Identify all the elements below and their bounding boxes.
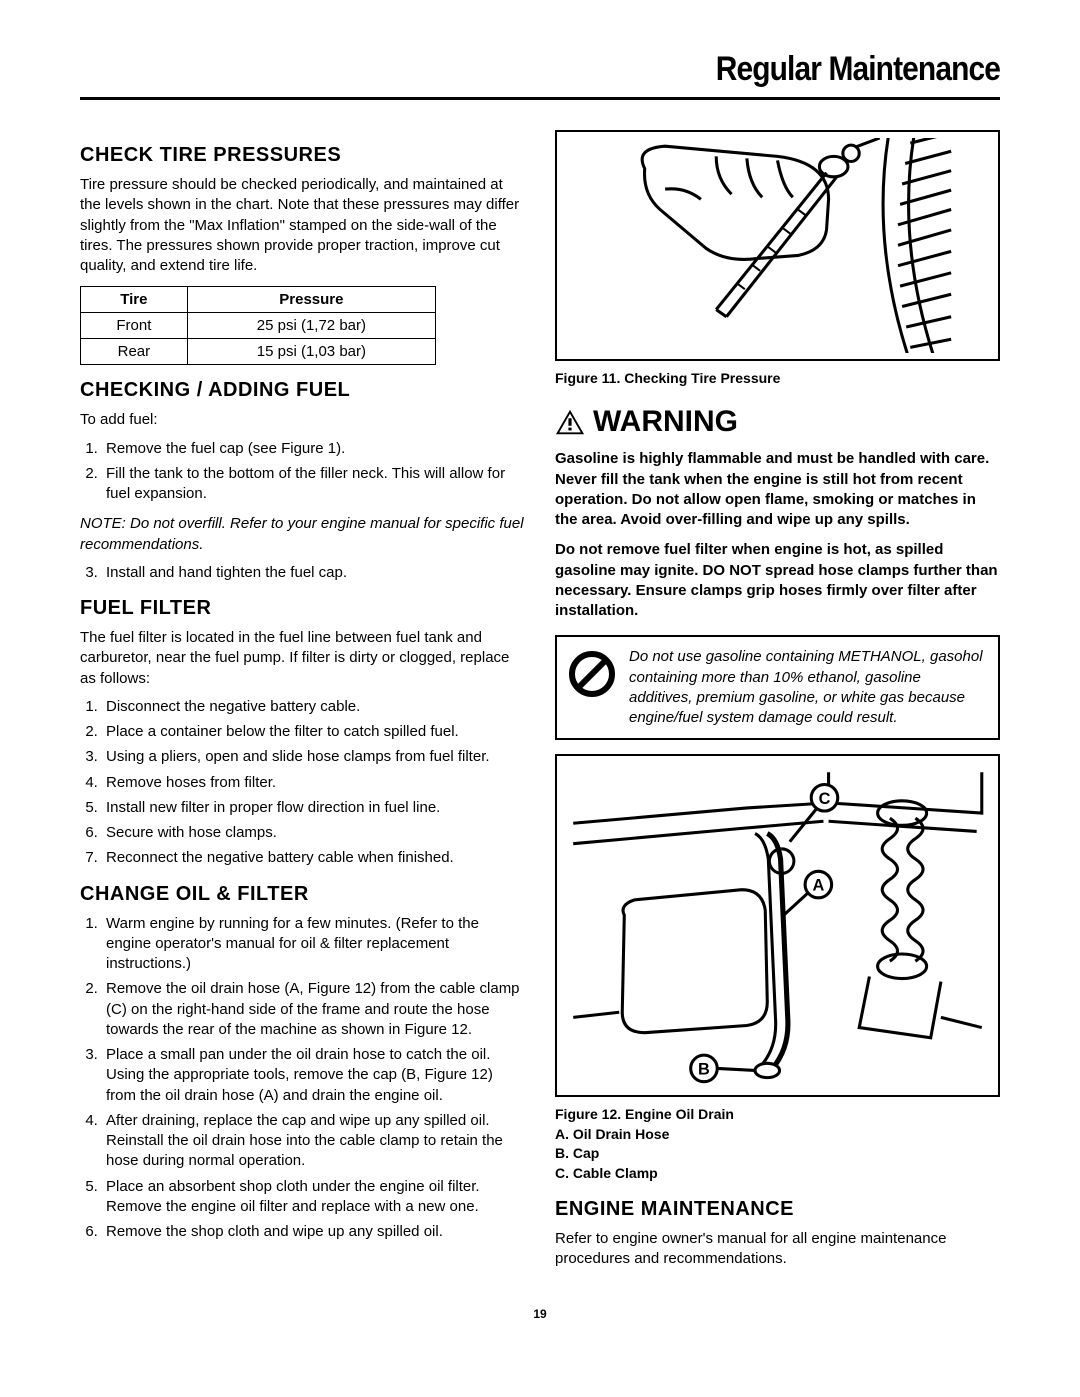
page-header: Regular Maintenance [80,50,1000,100]
steps-change-oil: Warm engine by running for a few minutes… [80,914,525,1243]
list-item: Reconnect the negative battery cable whe… [102,848,525,868]
left-column: CHECK TIRE PRESSURES Tire pressure shoul… [80,130,525,1277]
body-fuel-filter: The fuel filter is located in the fuel l… [80,628,525,689]
list-item: Place a container below the filter to ca… [102,722,525,742]
td-pressure: 25 psi (1,72 bar) [187,313,435,339]
two-column-layout: CHECK TIRE PRESSURES Tire pressure shoul… [80,130,1000,1277]
prohibit-box: Do not use gasoline containing METHANOL,… [555,635,1000,740]
prohibit-text: Do not use gasoline containing METHANOL,… [629,647,986,728]
warning-block: WARNING Gasoline is highly flammable and… [555,405,1000,621]
steps-fuel-filter: Disconnect the negative battery cable. P… [80,697,525,869]
list-item: Remove hoses from filter. [102,773,525,793]
figure-11-box [555,130,1000,361]
steps-add-fuel-2: Install and hand tighten the fuel cap. [80,563,525,583]
intro-add-fuel: To add fuel: [80,410,525,430]
list-item: Remove the oil drain hose (A, Figure 12)… [102,979,525,1040]
heading-adding-fuel: CHECKING / ADDING FUEL [80,379,525,402]
list-item: Secure with hose clamps. [102,823,525,843]
list-item: Remove the shop cloth and wipe up any sp… [102,1222,525,1242]
prohibit-icon [569,651,615,697]
tire-pressure-table: Tire Pressure Front 25 psi (1,72 bar) Re… [80,286,436,365]
note-fuel: NOTE: Do not overfill. Refer to your eng… [80,514,525,555]
callout-b: B [698,1061,710,1079]
table-row: Rear 15 psi (1,03 bar) [81,339,436,365]
right-column: Figure 11. Checking Tire Pressure WARNIN… [555,130,1000,1277]
callout-c: C [819,790,831,808]
list-item: Using a pliers, open and slide hose clam… [102,747,525,767]
figure-12-a: A. Oil Drain Hose [555,1125,1000,1145]
list-item: Remove the fuel cap (see Figure 1). [102,439,525,459]
figure-11-caption: Figure 11. Checking Tire Pressure [555,369,1000,388]
figure-12-caption: Figure 12. Engine Oil Drain [555,1105,1000,1125]
figure-12-b: B. Cap [555,1144,1000,1164]
list-item: Install new filter in proper flow direct… [102,798,525,818]
list-item: Warm engine by running for a few minutes… [102,914,525,975]
td-tire: Rear [81,339,188,365]
figure-12-box: C A B [555,754,1000,1097]
warning-p2: Do not remove fuel filter when engine is… [555,540,1000,621]
heading-change-oil: CHANGE OIL & FILTER [80,883,525,906]
tire-pressure-illustration [563,138,992,353]
th-pressure: Pressure [187,287,435,313]
list-item: Fill the tank to the bottom of the fille… [102,464,525,505]
figure-12-labels: Figure 12. Engine Oil Drain A. Oil Drain… [555,1105,1000,1183]
heading-engine-maintenance: ENGINE MAINTENANCE [555,1198,1000,1221]
page-title: Regular Maintenance [190,50,1000,89]
table-row: Front 25 psi (1,72 bar) [81,313,436,339]
body-engine-maintenance: Refer to engine owner's manual for all e… [555,1229,1000,1270]
heading-fuel-filter: FUEL FILTER [80,597,525,620]
heading-tire-pressures: CHECK TIRE PRESSURES [80,144,525,167]
body-tire-pressures: Tire pressure should be checked periodic… [80,175,525,276]
td-pressure: 15 psi (1,03 bar) [187,339,435,365]
warning-label: WARNING [593,405,738,439]
list-item: After draining, replace the cap and wipe… [102,1111,525,1172]
table-header-row: Tire Pressure [81,287,436,313]
warning-p1: Gasoline is highly flammable and must be… [555,449,1000,530]
list-item: Install and hand tighten the fuel cap. [102,563,525,583]
th-tire: Tire [81,287,188,313]
warning-triangle-icon [555,408,585,436]
td-tire: Front [81,313,188,339]
callout-a: A [812,877,824,895]
oil-drain-illustration: C A B [563,762,992,1089]
page-number: 19 [80,1307,1000,1321]
list-item: Place a small pan under the oil drain ho… [102,1045,525,1106]
list-item: Place an absorbent shop cloth under the … [102,1177,525,1218]
list-item: Disconnect the negative battery cable. [102,697,525,717]
warning-title: WARNING [555,405,1000,439]
figure-12-c: C. Cable Clamp [555,1164,1000,1184]
steps-add-fuel-1: Remove the fuel cap (see Figure 1). Fill… [80,439,525,505]
